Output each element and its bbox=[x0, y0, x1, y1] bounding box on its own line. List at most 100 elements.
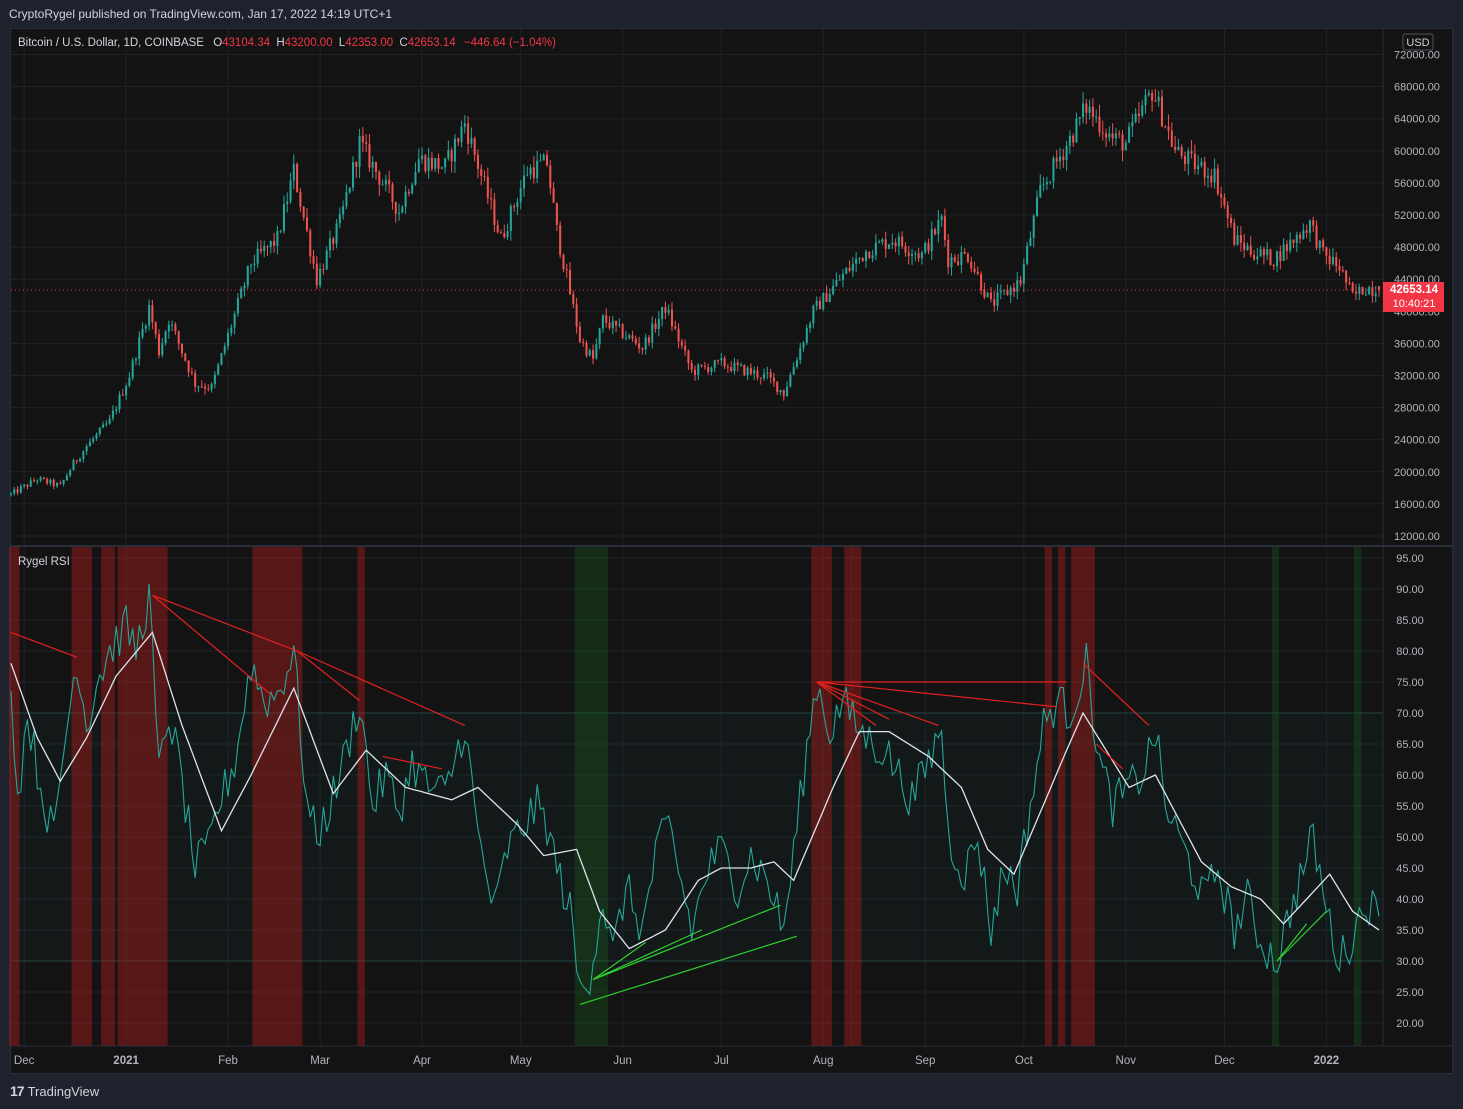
candle-body bbox=[1213, 168, 1216, 183]
candle-body bbox=[345, 192, 348, 207]
candle-body bbox=[545, 154, 549, 166]
candle-body bbox=[868, 251, 871, 259]
indicator-name: Rygel RSI bbox=[18, 556, 70, 568]
candle-body bbox=[434, 158, 437, 169]
candle-body bbox=[1223, 197, 1226, 206]
candle-body bbox=[1114, 133, 1117, 139]
candle-body bbox=[1276, 251, 1279, 267]
candle-body bbox=[851, 263, 854, 271]
currency-label: USD bbox=[1406, 37, 1429, 49]
candle-body bbox=[503, 233, 506, 238]
grid bbox=[11, 29, 1383, 1046]
candle-body bbox=[56, 483, 59, 487]
candle-body bbox=[529, 167, 532, 175]
publish-bar: CryptoRygel published on TradingView.com… bbox=[0, 0, 1463, 28]
candle-body bbox=[582, 341, 585, 343]
candle-body bbox=[1118, 133, 1121, 135]
candle-body bbox=[1371, 287, 1374, 296]
candle-body bbox=[532, 167, 535, 178]
candle-body bbox=[394, 201, 397, 214]
candle-body bbox=[1318, 240, 1321, 248]
candle-body bbox=[414, 172, 417, 185]
rsi-pane[interactable] bbox=[10, 583, 1380, 1005]
candle-body bbox=[970, 261, 973, 269]
rsi-zones bbox=[9, 547, 1383, 1046]
currency-badge[interactable] bbox=[1402, 33, 1434, 51]
candle-body bbox=[46, 478, 49, 484]
candle-body bbox=[1144, 95, 1147, 106]
tradingview-brand[interactable]: TradingView bbox=[27, 1083, 100, 1099]
candle-body bbox=[986, 292, 989, 298]
candle-body bbox=[486, 176, 489, 199]
candle-body bbox=[1009, 287, 1012, 295]
candle-body bbox=[1295, 234, 1298, 243]
candle-body bbox=[230, 327, 233, 334]
candle-body bbox=[1170, 130, 1173, 147]
candle-body bbox=[943, 216, 946, 240]
rsi-line[interactable] bbox=[10, 583, 1380, 996]
candle-body bbox=[351, 162, 355, 188]
candle-body bbox=[407, 191, 410, 194]
axes: 72000.00 68000.00 64000.00 60000.00 56000.00… bbox=[11, 29, 1452, 1067]
candle-body bbox=[388, 179, 391, 185]
candle-body bbox=[305, 217, 308, 231]
price-pane[interactable] bbox=[9, 89, 1383, 497]
candle-body bbox=[282, 204, 285, 231]
candle-body bbox=[634, 338, 637, 344]
candle-body bbox=[289, 180, 292, 202]
candle-body bbox=[891, 242, 894, 245]
candle-body bbox=[651, 323, 654, 343]
candle-body bbox=[1341, 270, 1344, 272]
candle-body bbox=[88, 441, 91, 447]
candle-body bbox=[177, 331, 180, 344]
bearish-divergence-line bbox=[1082, 662, 1150, 726]
candle-body bbox=[733, 362, 736, 371]
candle-body bbox=[772, 377, 775, 382]
candle-body bbox=[815, 300, 818, 306]
candle-body bbox=[328, 238, 332, 251]
candle-body bbox=[315, 263, 318, 286]
candle-body bbox=[476, 154, 479, 169]
candle-body bbox=[246, 265, 249, 286]
candle-body bbox=[1032, 216, 1035, 238]
candle-body bbox=[1078, 117, 1081, 119]
candle-body bbox=[1012, 287, 1016, 292]
candle-body bbox=[1187, 151, 1190, 164]
candle-body bbox=[1124, 142, 1127, 151]
candle-body bbox=[1105, 133, 1108, 138]
close-label: C bbox=[399, 37, 407, 49]
rsi-ma-line[interactable] bbox=[10, 631, 1380, 950]
candle-body bbox=[213, 374, 216, 385]
rsi-tick-label: 75.00 bbox=[1396, 677, 1424, 689]
candle-body bbox=[897, 236, 900, 247]
candle-body bbox=[1065, 145, 1068, 160]
candle-body bbox=[1111, 133, 1114, 139]
candle-body bbox=[1239, 235, 1242, 243]
candle-body bbox=[1157, 96, 1160, 102]
candle-body bbox=[878, 241, 881, 243]
candle-body bbox=[825, 293, 828, 302]
candle-body bbox=[473, 138, 476, 155]
candle-body bbox=[654, 323, 657, 330]
overbought-zone bbox=[117, 547, 168, 1046]
bullish-divergence-line bbox=[592, 941, 647, 981]
candle-body bbox=[154, 322, 157, 335]
candle-body bbox=[240, 288, 243, 299]
tradingview-logo-icon[interactable]: 17 bbox=[10, 1083, 25, 1099]
time-tick-label: Dec bbox=[14, 1055, 35, 1067]
price-tick-label: 48000.00 bbox=[1394, 242, 1440, 254]
candle-body bbox=[312, 256, 315, 264]
candle-body bbox=[710, 367, 713, 372]
candle-body bbox=[111, 410, 114, 419]
high-value: 43200.00 bbox=[285, 37, 333, 49]
candle-body bbox=[907, 252, 910, 256]
candle-body bbox=[999, 290, 1002, 293]
chart-frame[interactable] bbox=[10, 28, 1453, 1074]
candle-body bbox=[1141, 105, 1144, 116]
rsi-tick-label: 35.00 bbox=[1396, 925, 1424, 937]
candle-body bbox=[989, 292, 992, 300]
candle-body bbox=[966, 253, 969, 262]
candle-body bbox=[220, 353, 223, 365]
candle-body bbox=[993, 299, 996, 306]
